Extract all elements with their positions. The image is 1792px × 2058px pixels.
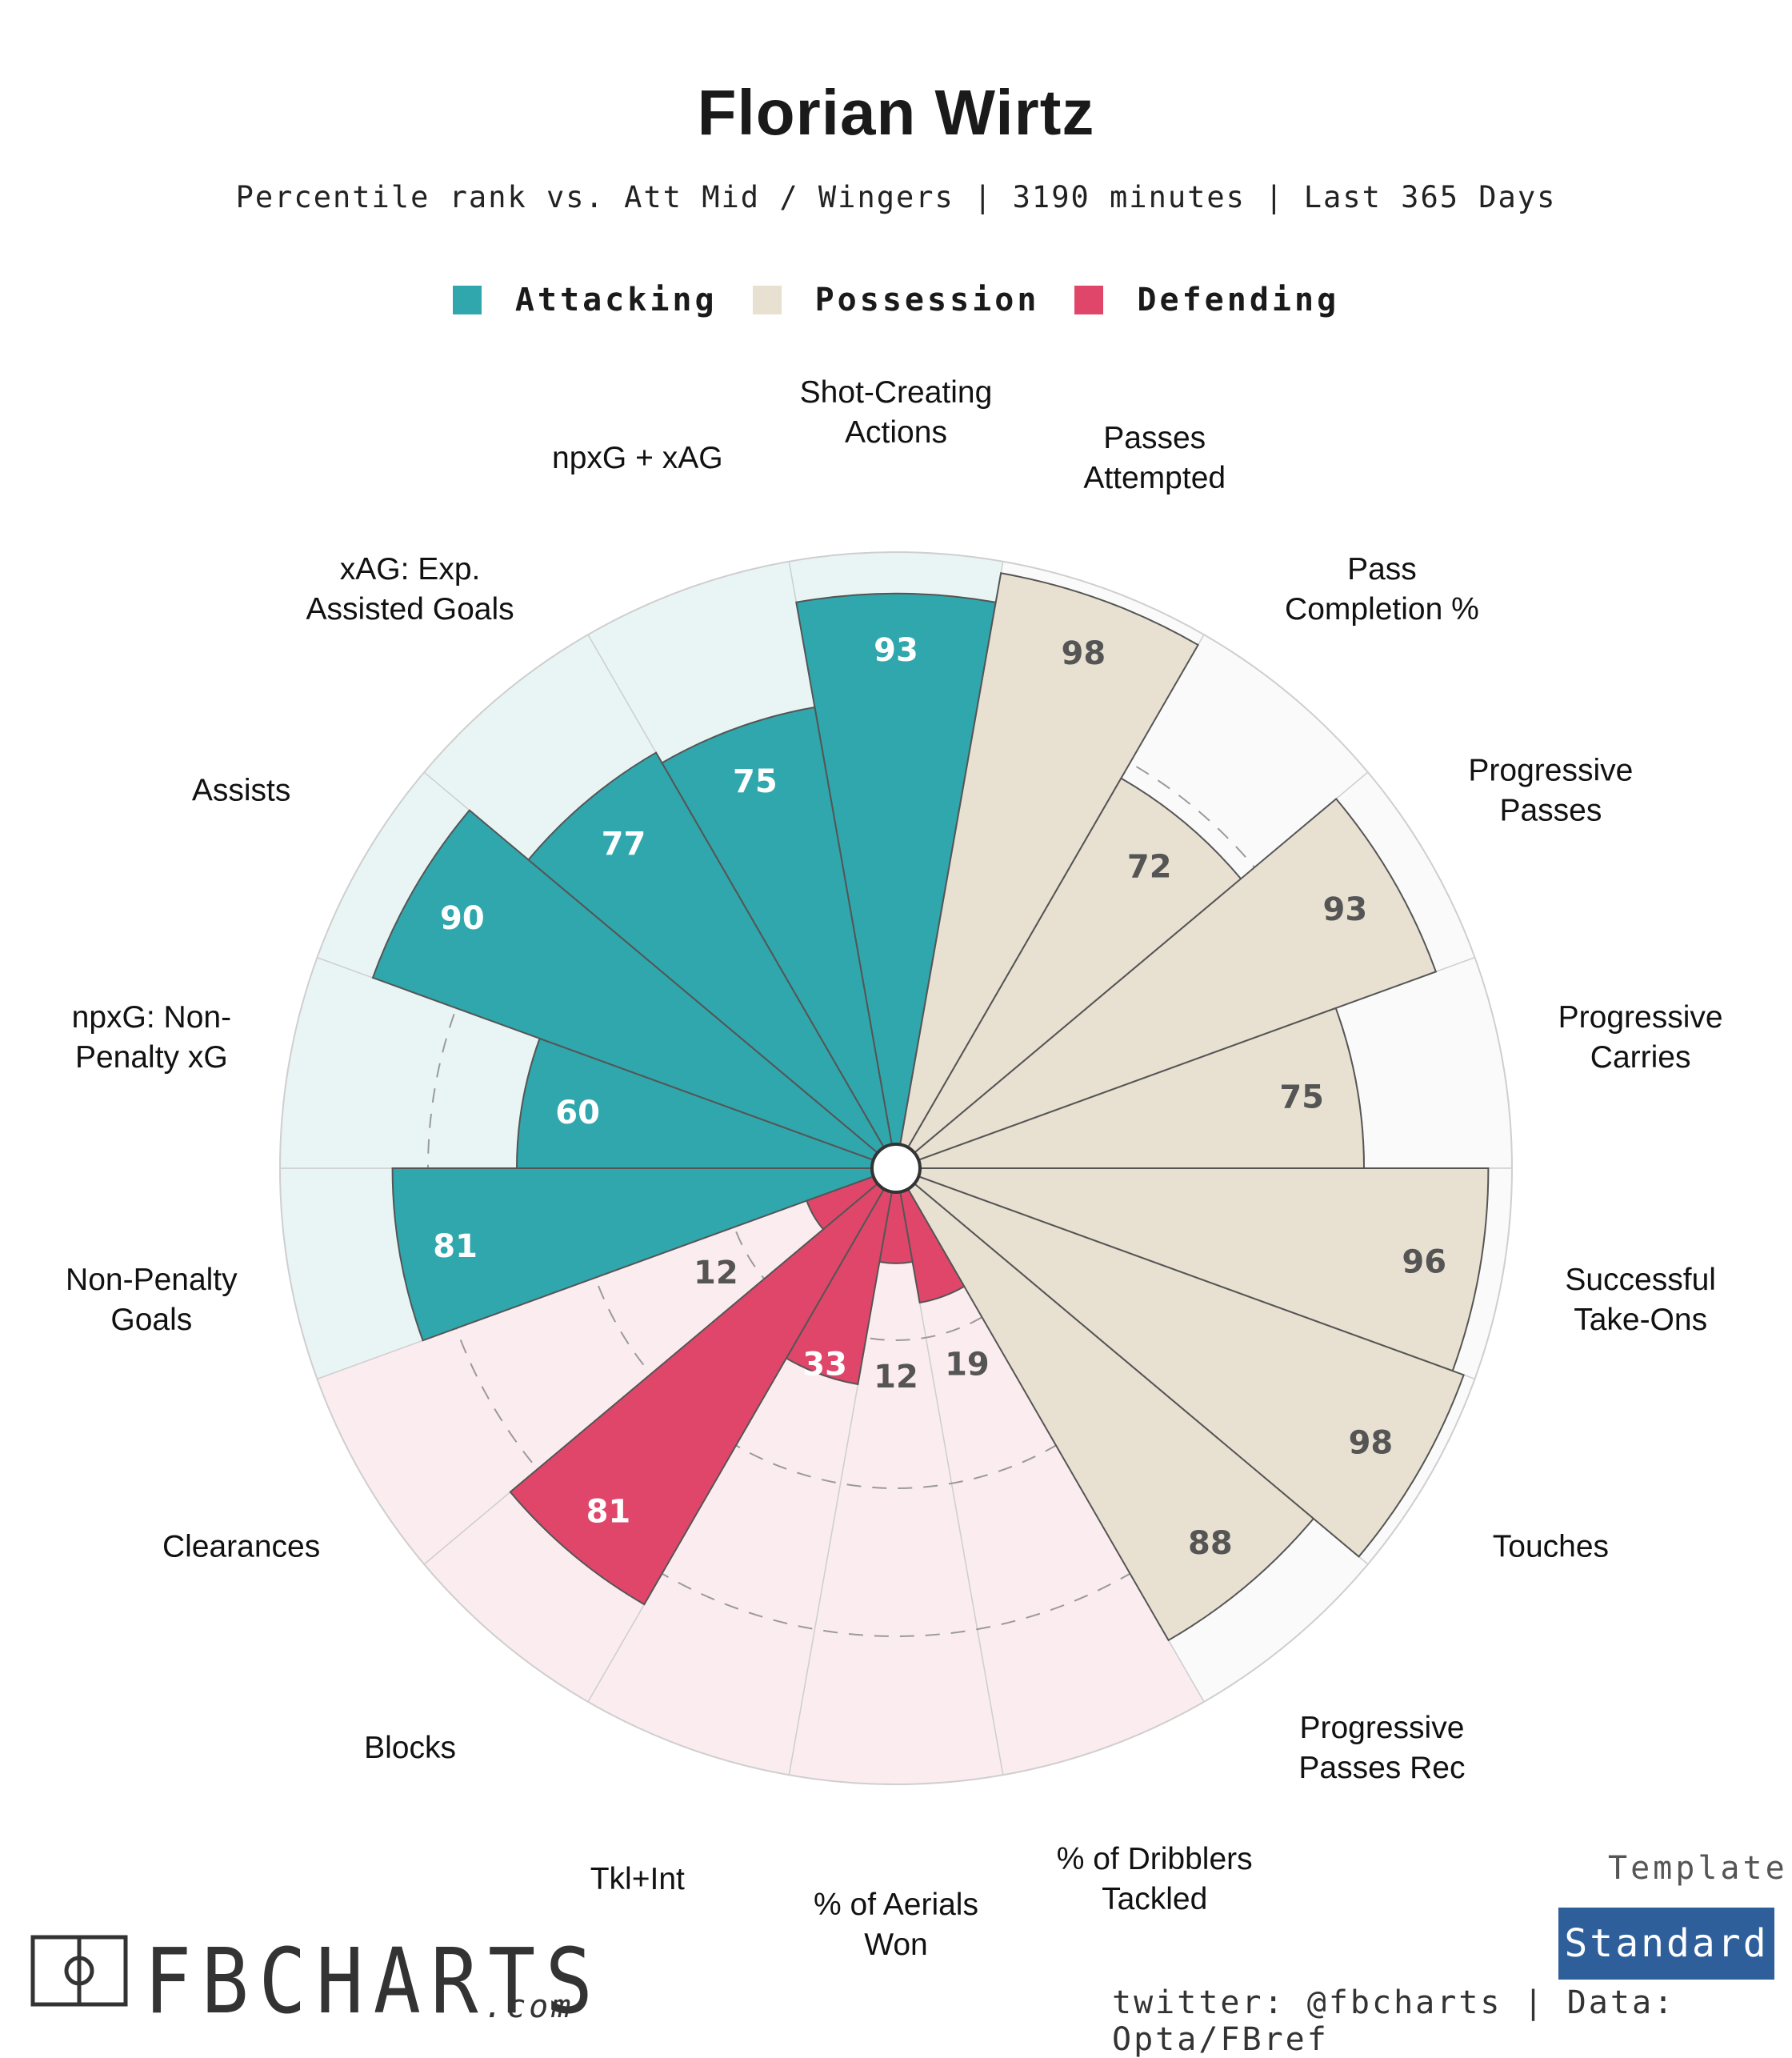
category-label-of-aerials-won: % of Aerials Won	[814, 1888, 978, 1962]
category-label-progressive-passes: Progressive Passes	[1468, 754, 1633, 828]
category-label-line: % of Aerials	[814, 1888, 978, 1922]
template-label: Template	[1608, 1850, 1788, 1887]
value-label-passes-attempted: 98	[1062, 635, 1106, 672]
category-label-line: Progressive	[1558, 1000, 1723, 1035]
category-label-line: Take-Ons	[1574, 1303, 1707, 1337]
category-label-line: Touches	[1493, 1530, 1609, 1564]
category-label-line: Passes	[1499, 794, 1602, 828]
value-label-progressive-carries: 75	[1279, 1079, 1324, 1116]
legend-swatch-attacking	[452, 286, 482, 314]
value-label-assists: 90	[440, 900, 485, 937]
category-label-line: Successful	[1565, 1263, 1716, 1297]
category-label-line: Completion %	[1285, 592, 1479, 627]
value-label-non-penalty-goals: 81	[433, 1228, 478, 1265]
logo-text: FBCHARTS	[144, 1930, 603, 2034]
category-label-npxg-xag: npxG + xAG	[552, 441, 723, 475]
value-label-xag-exp-assisted-goals: 77	[602, 826, 646, 863]
category-label-line: Attempted	[1083, 461, 1226, 495]
value-label-touches: 98	[1349, 1425, 1394, 1462]
category-label-touches: Touches	[1493, 1530, 1609, 1564]
pitch-logo-icon	[30, 1935, 128, 2007]
legend-swatch-defending	[1074, 286, 1104, 314]
category-label-line: Goals	[110, 1303, 192, 1337]
value-label-tkl-int: 33	[802, 1346, 847, 1383]
category-label-line: Won	[864, 1928, 928, 1962]
category-label-line: npxG: Non-	[72, 1000, 231, 1035]
template-badge: Standard	[1558, 1908, 1774, 1980]
category-label-of-dribblers-tackled: % of Dribblers Tackled	[1057, 1842, 1253, 1916]
category-label-line: Assists	[192, 774, 291, 808]
category-label-line: Clearances	[162, 1530, 320, 1564]
value-label-of-dribblers-tackled: 19	[945, 1346, 990, 1383]
category-label-line: Assisted Goals	[306, 592, 514, 627]
legend-label-possession: Possession	[814, 282, 1040, 318]
value-label-of-aerials-won: 12	[874, 1359, 918, 1395]
legend-item-possession: Possession	[752, 282, 1040, 318]
value-label-progressive-passes: 93	[1323, 891, 1368, 928]
category-label-line: Actions	[845, 415, 947, 450]
category-label-line: xAG: Exp.	[340, 552, 481, 587]
category-label-line: Passes Rec	[1298, 1751, 1465, 1785]
category-label-line: Blocks	[364, 1731, 456, 1765]
category-label-passes-attempted: Passes Attempted	[1083, 421, 1226, 495]
category-label-line: Passes	[1103, 421, 1206, 455]
center-circle	[870, 1143, 922, 1194]
value-label-npxg-xag: 75	[733, 763, 778, 800]
category-label-shot-creating-actions: Shot-Creating Actions	[800, 375, 993, 450]
category-label-assists: Assists	[192, 774, 291, 808]
legend-item-defending: Defending	[1074, 282, 1339, 318]
legend-label-attacking: Attacking	[514, 282, 718, 318]
category-label-tkl-int: Tkl+Int	[590, 1862, 685, 1896]
category-label-progressive-passes-rec: Progressive Passes Rec	[1298, 1711, 1465, 1785]
category-label-line: Shot-Creating	[800, 375, 993, 410]
chart-title: Florian Wirtz	[697, 77, 1095, 148]
legend-item-attacking: Attacking	[452, 282, 718, 318]
value-label-pass-completion: 72	[1127, 848, 1172, 885]
logo-tld: .com	[484, 1988, 574, 2025]
category-label-line: Progressive	[1468, 754, 1633, 788]
category-label-line: % of Dribblers	[1057, 1842, 1253, 1876]
category-label-non-penalty-goals: Non-Penalty Goals	[66, 1263, 238, 1337]
category-label-line: Non-Penalty	[66, 1263, 238, 1297]
category-label-blocks: Blocks	[364, 1731, 456, 1765]
value-label-clearances: 12	[694, 1255, 738, 1291]
category-label-clearances: Clearances	[162, 1530, 320, 1564]
category-label-pass-completion: Pass Completion %	[1285, 552, 1479, 627]
category-label-npxg-non-penalty-xg: npxG: Non- Penalty xG	[72, 1000, 231, 1075]
category-label-line: npxG + xAG	[552, 441, 723, 475]
value-label-successful-take-ons: 96	[1402, 1243, 1446, 1280]
legend-label-defending: Defending	[1137, 282, 1340, 318]
value-label-blocks: 81	[586, 1494, 631, 1531]
category-label-line: Pass	[1347, 552, 1417, 587]
chart-subtitle: Percentile rank vs. Att Mid / Wingers | …	[235, 180, 1557, 214]
legend-swatch-possession	[752, 286, 782, 314]
value-label-progressive-passes-rec: 88	[1188, 1525, 1233, 1562]
category-label-progressive-carries: Progressive Carries	[1558, 1000, 1723, 1075]
category-label-line: Progressive	[1299, 1711, 1464, 1745]
category-label-line: Tkl+Int	[590, 1862, 685, 1896]
category-label-line: Tackled	[1102, 1882, 1207, 1916]
legend: Attacking Possession Defending	[0, 282, 1792, 318]
outer-ring	[279, 551, 1513, 1785]
category-label-xag-exp-assisted-goals: xAG: Exp. Assisted Goals	[306, 552, 514, 627]
category-label-line: Carries	[1590, 1040, 1691, 1075]
value-label-shot-creating-actions: 93	[874, 632, 918, 669]
data-credit: twitter: @fbcharts | Data: Opta/FBref	[1112, 1984, 1676, 2058]
category-label-line: Penalty xG	[75, 1040, 228, 1075]
category-label-successful-take-ons: Successful Take-Ons	[1565, 1263, 1716, 1337]
value-label-npxg-non-penalty-xg: 60	[555, 1095, 600, 1131]
